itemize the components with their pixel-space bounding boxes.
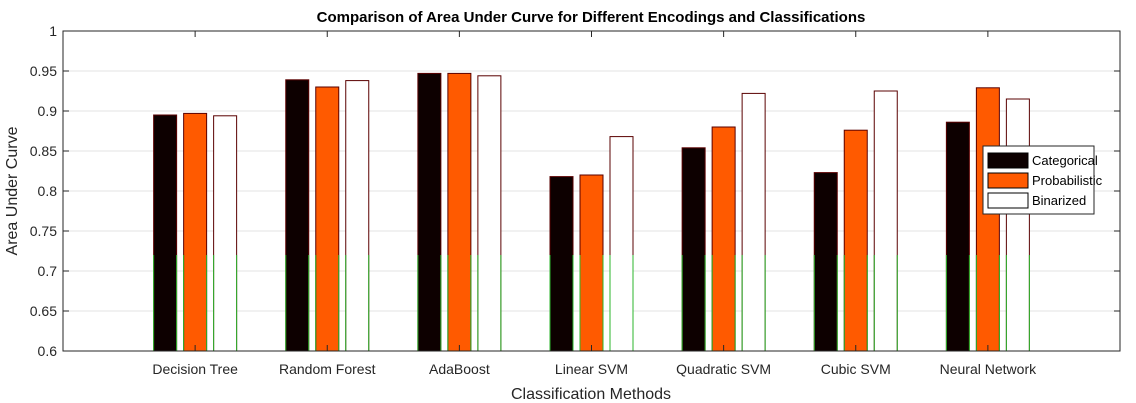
bar-binarized (477, 75, 502, 352)
bar-categorical (417, 72, 442, 352)
legend-label-categorical: Categorical (1032, 153, 1098, 168)
chart-title: Comparison of Area Under Curve for Diffe… (317, 9, 866, 26)
y-tick-label: 0.7 (38, 263, 58, 279)
y-tick-label: 0.65 (30, 303, 57, 319)
x-axis-ticks: Decision Tree Random Forest AdaBoost Linear… (152, 31, 1037, 377)
legend-swatch-binarized (987, 192, 1029, 209)
y-axis-label: Area Under Curve (4, 126, 21, 255)
bar-probabilistic (843, 129, 868, 352)
bar-probabilistic (579, 174, 604, 352)
bar-categorical (945, 121, 970, 352)
bar-binarized (609, 136, 634, 352)
legend: Categorical Probabilistic Binarized (982, 145, 1103, 215)
y-tick-label: 0.85 (30, 143, 57, 159)
x-tick-label: AdaBoost (429, 361, 490, 377)
bar-probabilistic (975, 87, 1000, 352)
y-tick-label: 0.6 (38, 343, 58, 359)
x-tick-label: Neural Network (940, 361, 1037, 377)
legend-label-binarized: Binarized (1032, 193, 1086, 208)
y-tick-label: 0.8 (38, 183, 58, 199)
bar-probabilistic (183, 112, 208, 352)
bar-binarized (213, 115, 238, 352)
legend-swatch-categorical (987, 152, 1029, 169)
bar-categorical (549, 176, 574, 352)
y-tick-label: 0.75 (30, 223, 57, 239)
bar-probabilistic (711, 126, 736, 352)
bar-binarized (345, 80, 370, 352)
y-axis-ticks: 0.6 0.65 0.7 0.75 0.8 0.85 0.9 0.95 1 (30, 23, 1120, 359)
bar-binarized (1005, 98, 1030, 352)
legend-label-probabilistic: Probabilistic (1032, 173, 1103, 188)
legend-swatch-probabilistic (987, 172, 1029, 189)
x-axis-label: Classification Methods (511, 386, 671, 403)
bar-categorical (813, 172, 838, 352)
bar-categorical (681, 147, 706, 352)
bar-probabilistic (447, 72, 472, 352)
bar-categorical (285, 79, 310, 352)
y-tick-label: 0.95 (30, 63, 57, 79)
bar-binarized (873, 90, 898, 352)
x-tick-label: Cubic SVM (821, 361, 891, 377)
bar-categorical (153, 114, 178, 352)
bar-probabilistic (315, 86, 340, 352)
bar-binarized (741, 92, 766, 352)
y-tick-label: 1 (49, 23, 57, 39)
x-tick-label: Quadratic SVM (676, 361, 771, 377)
y-tick-label: 0.9 (38, 103, 58, 119)
x-tick-label: Linear SVM (555, 361, 628, 377)
x-tick-label: Decision Tree (152, 361, 238, 377)
x-tick-label: Random Forest (279, 361, 376, 377)
